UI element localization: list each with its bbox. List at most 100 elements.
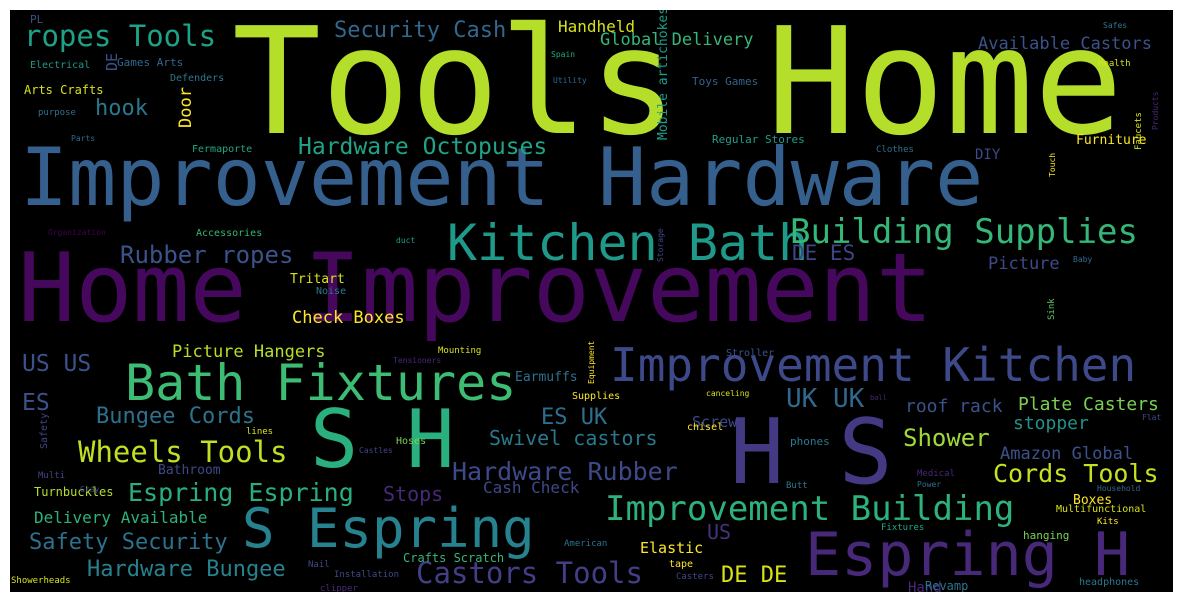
cloud-word: S Espring — [242, 497, 535, 560]
cloud-word: headphones — [1079, 577, 1140, 588]
cloud-word: Regular Stores — [712, 133, 805, 146]
cloud-word: Kitchen Bath — [447, 214, 809, 272]
cloud-word: Global Delivery — [600, 30, 754, 50]
cloud-word: Spain — [551, 50, 576, 59]
cloud-word: Elastic — [640, 539, 704, 557]
cloud-word: Bungee Cords — [96, 404, 255, 429]
cloud-word: Fixtures — [881, 523, 925, 533]
cloud-word: Household — [1097, 484, 1141, 493]
cloud-word: Swivel castors — [489, 426, 658, 450]
cloud-word: Building Supplies — [790, 212, 1138, 252]
cloud-word: Safety Security — [29, 530, 228, 555]
cloud-word: Earmuffs — [515, 370, 578, 385]
cloud-word: Stops — [383, 482, 444, 506]
cloud-word: Toys Games — [692, 75, 759, 88]
cloud-word: Mobile artichokes — [656, 10, 671, 140]
cloud-word: Revamp — [925, 579, 969, 592]
cloud-word: Bath Fixtures — [125, 354, 517, 412]
cloud-word: Castles — [359, 446, 393, 455]
cloud-word: ropes Tools — [24, 19, 217, 53]
cloud-word: Hand — [908, 580, 942, 592]
cloud-word: Handheld — [558, 17, 636, 36]
cloud-word: Faucets — [1134, 112, 1144, 150]
cloud-word: roof rack — [905, 396, 1003, 417]
cloud-word: Casters — [676, 572, 714, 582]
cloud-word: Hardware Rubber — [452, 457, 678, 486]
cloud-word: Improvement Building — [605, 489, 1015, 529]
cloud-word: Equipment — [587, 340, 596, 384]
cloud-word: Bathroom — [158, 463, 221, 478]
cloud-word: lines — [246, 427, 274, 437]
cloud-word: Parts — [71, 134, 96, 143]
cloud-word: UK UK — [786, 384, 865, 414]
cloud-word: Stroller — [726, 348, 775, 359]
cloud-word: Power — [917, 480, 942, 489]
cloud-word: Improvement Kitchen — [610, 338, 1137, 392]
cloud-word: Defenders — [170, 73, 225, 84]
cloud-word: Showerheads — [11, 576, 71, 586]
cloud-word: Organization — [48, 228, 106, 237]
cloud-word: Cords Tools — [993, 459, 1159, 488]
cloud-word: Flat — [1142, 413, 1162, 422]
cloud-word: Baby — [1073, 255, 1093, 264]
cloud-word: DE — [103, 52, 121, 71]
cloud-word: Furniture — [1076, 133, 1147, 148]
cloud-word: Utility — [553, 76, 587, 85]
cloud-word: Electrical — [30, 60, 91, 71]
cloud-word: Boxes — [1073, 493, 1113, 508]
cloud-word: Security Cash — [334, 18, 507, 43]
cloud-word: Home Improvement — [18, 234, 934, 344]
cloud-word: Check Boxes — [292, 308, 405, 328]
cloud-word: Tensioners — [393, 356, 442, 365]
cloud-word: Mounting — [438, 346, 482, 356]
cloud-word: Turnbuckles — [34, 485, 114, 499]
cloud-word: US US — [22, 351, 92, 377]
cloud-word: Hoses — [396, 436, 427, 447]
cloud-word: Hardware Octopuses — [298, 134, 548, 160]
cloud-word: Gray — [80, 485, 100, 494]
cloud-word: ball — [870, 394, 887, 402]
cloud-word: Butt — [786, 481, 808, 491]
cloud-word: Cash Check — [483, 478, 580, 497]
cloud-word: Door — [176, 87, 196, 128]
cloud-word: Noise — [316, 286, 347, 297]
cloud-word: Sink — [1047, 298, 1057, 320]
cloud-word: Wheels Tools — [78, 435, 288, 469]
cloud-word: DE ES — [792, 241, 856, 265]
cloud-word: Accessories — [196, 228, 263, 239]
cloud-word: PL — [30, 13, 44, 26]
cloud-word: Safety — [39, 412, 50, 449]
cloud-word: ES UK — [541, 405, 608, 430]
cloud-word: Clothes — [876, 145, 914, 155]
cloud-word: Hardware Bungee — [87, 557, 286, 582]
cloud-word: Games Arts — [117, 56, 184, 69]
cloud-word: Installation — [334, 570, 400, 580]
cloud-word: stopper — [1013, 413, 1089, 434]
cloud-word: DIY — [975, 147, 1001, 163]
cloud-word: Picture Hangers — [172, 342, 326, 362]
cloud-word: Espring Espring — [128, 478, 354, 507]
cloud-word: Amazon Global — [1000, 444, 1134, 464]
cloud-word: Touch — [1048, 152, 1057, 177]
cloud-word: Shower — [903, 424, 990, 452]
cloud-word: ES — [22, 390, 50, 416]
cloud-word: Arts Crafts — [24, 83, 104, 97]
cloud-word: Fermaporte — [192, 144, 253, 155]
cloud-word: US — [707, 520, 732, 544]
cloud-word: Screw — [692, 413, 738, 431]
cloud-word: Rubber ropes — [120, 241, 294, 269]
cloud-word: Products — [1151, 91, 1160, 130]
cloud-word: Crafts Scratch — [403, 551, 505, 565]
cloud-word: Plate Casters — [1018, 394, 1159, 415]
cloud-word: Kits — [1097, 517, 1119, 527]
cloud-word: DE DE — [721, 563, 788, 588]
cloud-word: Espring H — [805, 520, 1131, 590]
cloud-word: Tools Home — [232, 10, 1124, 168]
cloud-word: canceling — [706, 389, 750, 398]
cloud-word: Storage — [656, 228, 665, 262]
cloud-word: Safes — [1103, 21, 1128, 30]
cloud-word: purpose — [38, 108, 76, 118]
cloud-word: Supplies — [572, 391, 621, 402]
cloud-word: clipper — [320, 584, 358, 593]
cloud-word: duct — [396, 236, 416, 245]
